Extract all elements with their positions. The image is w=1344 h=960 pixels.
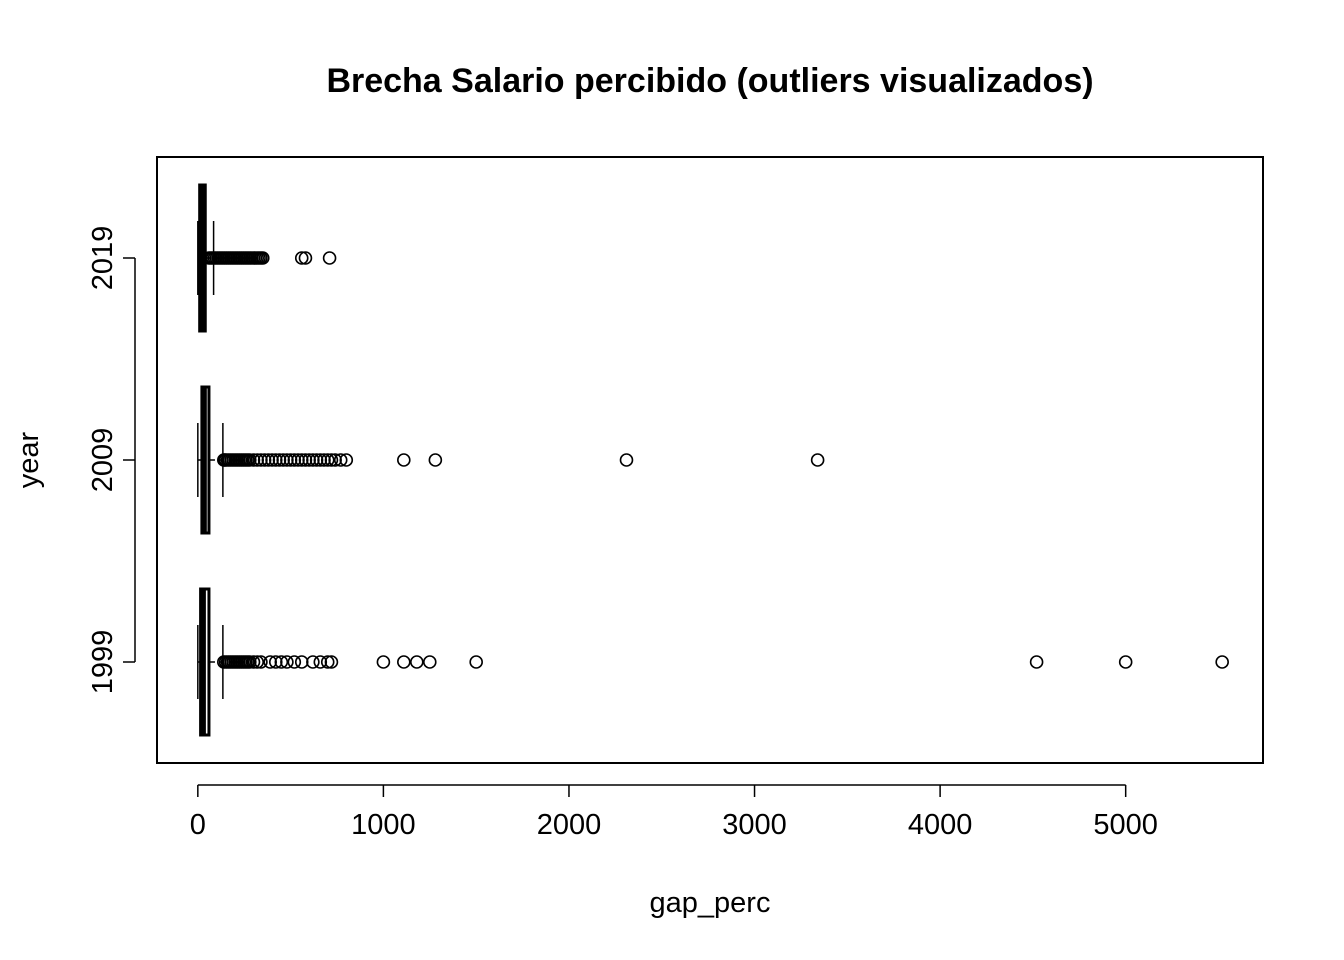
outlier-point (320, 655, 335, 669)
outlier-point (810, 453, 825, 467)
outlier-point (619, 453, 634, 467)
outlier-point (313, 655, 328, 669)
outlier-point (322, 251, 337, 265)
outlier-point (268, 453, 283, 467)
outlier-point (294, 453, 309, 467)
x-tick-label: 3000 (722, 809, 787, 841)
outlier-point (317, 453, 331, 467)
outlier-point (294, 655, 309, 669)
chart-title: Brecha Salario percibido (outliers visua… (326, 62, 1093, 100)
x-axis-label: gap_perc (650, 887, 771, 919)
outlier-point (287, 655, 302, 669)
outlier-point (254, 655, 268, 669)
outlier-point (287, 453, 302, 467)
outlier-point (409, 655, 424, 669)
x-tick-label: 2000 (537, 809, 602, 841)
outlier-point (306, 655, 320, 669)
outlier-point (268, 655, 283, 669)
y-tick-label: 2019 (87, 226, 119, 291)
y-axis: 1999 2009 2019 (87, 226, 136, 695)
outlier-point (309, 453, 324, 467)
outlier-point (250, 655, 265, 669)
outlier-point (328, 453, 342, 467)
outlier-point (242, 453, 257, 467)
box-1999 (197, 587, 1229, 737)
outlier-point (254, 453, 268, 467)
x-tick-label: 0 (190, 809, 206, 841)
outlier-point (274, 655, 289, 669)
outlier-point (280, 453, 294, 467)
outlier-point (1029, 655, 1044, 669)
plot-frame (156, 156, 1264, 764)
y-axis-label: year (13, 431, 45, 488)
outlier-point (306, 453, 320, 467)
x-tick-label: 4000 (908, 809, 973, 841)
outlier-point (397, 453, 411, 467)
x-tick-label: 5000 (1093, 809, 1158, 841)
outlier-point (276, 453, 290, 467)
outlier-point (428, 453, 443, 467)
outlier-point (294, 251, 309, 265)
outlier-point (397, 655, 411, 669)
outlier-point (246, 453, 261, 467)
box-2019 (197, 183, 337, 333)
outlier-point (302, 453, 316, 467)
outlier-point (324, 655, 339, 669)
outlier-point (376, 655, 391, 669)
outlier-point (263, 655, 277, 669)
outlier-point (1215, 655, 1229, 669)
outlier-point (291, 453, 305, 467)
y-tick-label: 2009 (87, 428, 119, 493)
outlier-point (313, 453, 328, 467)
outlier-point (320, 453, 335, 467)
outlier-point (272, 453, 287, 467)
outlier-point (339, 453, 354, 467)
outlier-point (250, 453, 265, 467)
outlier-point (298, 251, 313, 265)
outlier-point (261, 453, 276, 467)
outlier-point (255, 251, 270, 265)
outlier-point (1118, 655, 1133, 669)
outlier-point (422, 655, 437, 669)
outlier-point (246, 655, 261, 669)
boxes-layer (197, 183, 1229, 737)
outlier-point (298, 453, 313, 467)
outlier-point (469, 655, 483, 669)
outlier-point (265, 453, 279, 467)
outlier-point (283, 453, 298, 467)
outlier-point (324, 453, 339, 467)
box-2009 (197, 385, 825, 535)
outlier-point (242, 655, 257, 669)
outlier-point (257, 453, 272, 467)
outlier-point (333, 453, 348, 467)
outlier-point (280, 655, 294, 669)
x-axis: 0 1000 2000 3000 4000 5000 (190, 784, 1158, 841)
x-tick-label: 1000 (351, 809, 416, 841)
y-tick-label: 1999 (87, 630, 119, 695)
